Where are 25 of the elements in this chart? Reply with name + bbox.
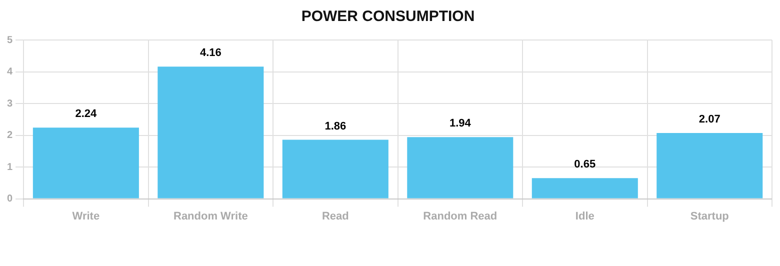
bar — [656, 133, 763, 198]
bar — [532, 178, 638, 198]
x-tick-label: Idle — [575, 210, 594, 222]
data-label: 4.16 — [200, 47, 222, 60]
y-tick-label: 5 — [7, 34, 13, 46]
data-label: 0.65 — [574, 158, 596, 171]
bar — [158, 66, 264, 198]
data-label: 1.86 — [324, 120, 346, 132]
data-label: 2.24 — [75, 108, 98, 120]
y-tick-label: 1 — [7, 162, 13, 173]
y-tick-label: 0 — [7, 194, 13, 205]
bar — [282, 140, 388, 198]
x-tick-label: Startup — [690, 210, 730, 222]
data-label: 2.07 — [698, 114, 720, 126]
data-label: 1.94 — [449, 118, 472, 130]
x-tick-label: Read — [322, 210, 349, 222]
x-tick-label: Write — [72, 210, 100, 222]
chart-title: POWER CONSUMPTION — [301, 8, 475, 26]
x-tick-label: Random Write — [173, 210, 248, 222]
x-tick-label: Random Read — [423, 210, 498, 222]
y-tick-label: 3 — [7, 98, 13, 110]
y-tick-label: 4 — [7, 66, 13, 78]
bar — [32, 128, 139, 198]
bar — [407, 137, 514, 198]
y-tick-label: 2 — [7, 130, 13, 142]
